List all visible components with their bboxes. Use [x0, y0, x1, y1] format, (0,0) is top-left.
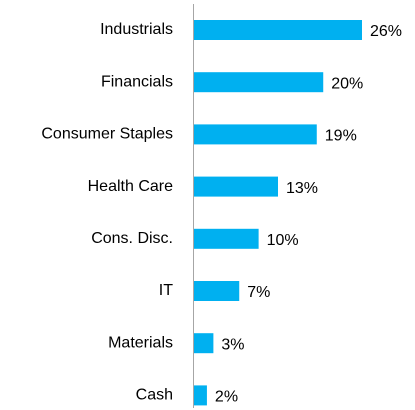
category-label: Industrials: [100, 21, 173, 38]
category-label: Materials: [108, 334, 173, 351]
category-label: IT: [159, 282, 173, 299]
bar: [194, 124, 317, 145]
data-label: 2%: [215, 389, 238, 406]
data-label: 3%: [221, 336, 244, 353]
bar: [194, 176, 278, 197]
data-label: 10%: [267, 232, 299, 249]
data-label: 20%: [331, 75, 363, 92]
bar: [194, 333, 214, 354]
category-label: Consumer Staples: [41, 126, 173, 143]
bar: [194, 385, 207, 406]
data-label: 26%: [370, 23, 402, 40]
data-label: 7%: [247, 284, 270, 301]
category-label: Financials: [101, 73, 173, 90]
bar: [194, 228, 259, 249]
bar: [194, 72, 324, 93]
category-label: Cons. Disc.: [91, 230, 173, 247]
category-label: Cash: [136, 387, 173, 404]
bar: [194, 281, 240, 301]
bar: [194, 20, 362, 40]
category-label: Health Care: [88, 178, 173, 195]
data-label: 13%: [286, 180, 318, 197]
data-label: 19%: [325, 128, 357, 145]
